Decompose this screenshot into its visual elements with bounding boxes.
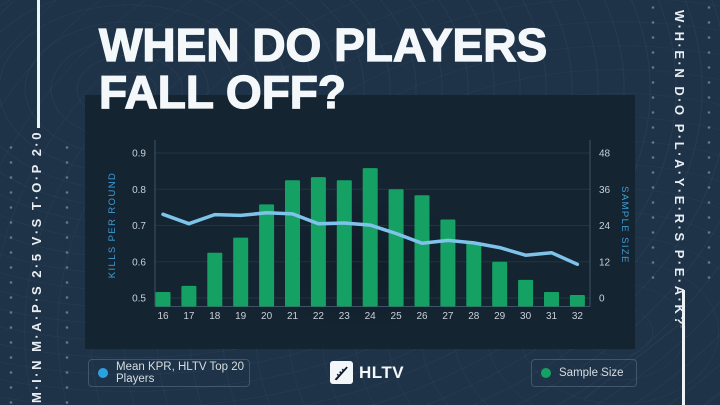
left-rail-line	[37, 0, 40, 128]
left-rail-dots-inner	[60, 140, 74, 405]
x-tick-label-18: 18	[209, 311, 221, 322]
right-axis-tick: 48	[599, 149, 611, 160]
kpr-line	[161, 211, 580, 267]
x-tick-label-20: 20	[261, 311, 273, 322]
x-tick-label-32: 32	[572, 311, 584, 322]
x-tick-label-25: 25	[391, 311, 403, 322]
left-rail-label: M·I·N M·A·P·S 2·5 V·S T·O·P 2·0	[29, 130, 44, 403]
hltv-logo-icon	[330, 361, 353, 384]
page-title-line-1: WHEN DO PLAYERS	[98, 19, 548, 71]
legend-sample-label: Sample Size	[559, 367, 624, 379]
chart-container: 0.5 0.6 0.7 0.8 0.9 0 12 24 36 48 16 17 18 19 20 21 22 23…	[85, 95, 635, 349]
right-axis-tick: 36	[599, 185, 611, 196]
right-axis-tick: 12	[599, 257, 611, 268]
left-axis-tick: 0.7	[132, 221, 146, 232]
right-axis-tick: 24	[599, 221, 611, 232]
x-tick-label-21: 21	[287, 311, 299, 322]
left-axis-tick: 0.5	[132, 294, 146, 305]
sample-bar-age-25	[388, 189, 404, 307]
left-rail-dots-outer	[4, 140, 18, 405]
x-tick-label-17: 17	[183, 311, 195, 322]
x-tick-label-27: 27	[442, 311, 454, 322]
sample-bar-age-30	[518, 279, 534, 307]
page-title-line-2: FALL OFF?	[98, 65, 347, 118]
sample-bar-age-32	[569, 294, 585, 307]
sample-bar-age-21	[285, 180, 300, 307]
sample-bar-age-20	[259, 204, 275, 307]
chart-panel: 0.5 0.6 0.7 0.8 0.9 0 12 24 36 48 16 17 18 19 20 21 22 23…	[85, 95, 635, 349]
right-axis-tick: 0	[599, 294, 605, 305]
sample-bar-age-26	[414, 195, 430, 307]
x-tick-label-30: 30	[520, 311, 532, 322]
legend-kpr-label: Mean KPR, HLTV Top 20 Players	[116, 361, 245, 385]
x-tick-label-24: 24	[365, 311, 377, 322]
sample-bar-age-17	[181, 285, 197, 307]
right-rail-label: W·H·E·N D·O P·L·A·Y·E·R·S P·E·A·K?	[672, 10, 687, 327]
page-title: WHEN DO PLAYERS FALL OFF?	[98, 19, 548, 118]
sample-dot-icon	[541, 368, 551, 378]
left-axis-tick: 0.9	[132, 149, 146, 160]
sample-bar-age-31	[544, 291, 559, 307]
x-tick-label-29: 29	[494, 311, 506, 322]
combo-chart: 0.5 0.6 0.7 0.8 0.9 0 12 24 36 48 16 17 18 19 20 21 22 23…	[107, 140, 630, 322]
x-tick-label-23: 23	[339, 311, 351, 322]
sample-bar-age-18	[207, 252, 223, 307]
sample-bar-age-23	[336, 180, 352, 307]
x-tick-label-31: 31	[546, 311, 558, 322]
right-rail-line	[682, 290, 685, 405]
hltv-logo: HLTV	[330, 361, 404, 384]
sample-bar-age-16	[155, 291, 171, 307]
right-rail-dots-outer	[702, 0, 716, 285]
x-tick-label-28: 28	[468, 311, 480, 322]
legend-kpr: Mean KPR, HLTV Top 20 Players	[88, 359, 250, 387]
sample-bar-age-19	[233, 237, 249, 307]
right-rail-dots-inner	[646, 0, 660, 285]
sample-bar-age-27	[440, 219, 456, 307]
sample-bar-age-22	[310, 177, 326, 307]
x-tick-label-26: 26	[416, 311, 428, 322]
legend-sample: Sample Size	[531, 359, 637, 387]
x-tick-label-16: 16	[157, 311, 169, 322]
sample-bar-age-24	[362, 168, 378, 307]
sample-bar-age-28	[466, 243, 482, 307]
left-axis-title: KILLS PER ROUND	[107, 172, 118, 279]
hltv-logo-text: HLTV	[359, 362, 405, 382]
x-tick-label-19: 19	[235, 311, 247, 322]
right-axis-title: SAMPLE SIZE	[619, 186, 630, 264]
kpr-dot-icon	[98, 368, 108, 378]
sample-bar-age-29	[492, 261, 508, 307]
left-axis-tick: 0.6	[132, 257, 146, 268]
x-tick-label-22: 22	[313, 311, 325, 322]
left-axis-tick: 0.8	[132, 185, 146, 196]
